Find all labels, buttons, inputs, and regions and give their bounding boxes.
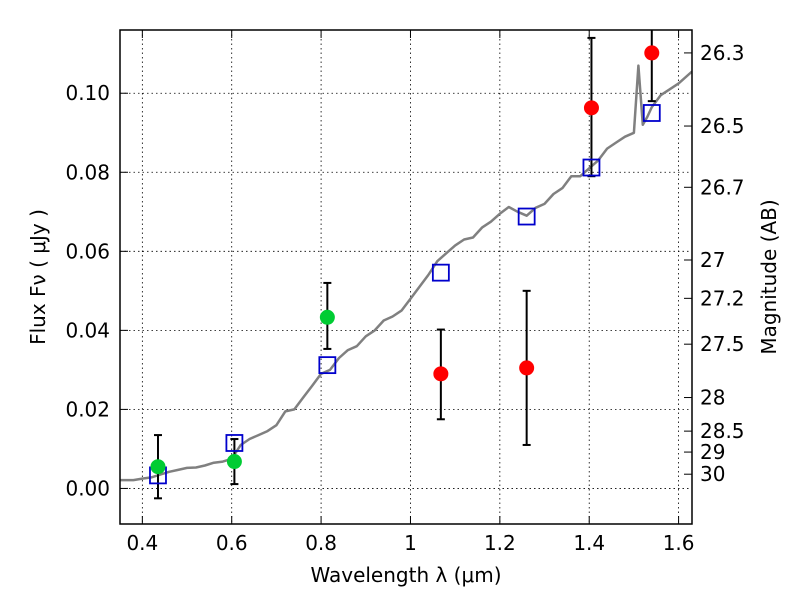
y-tick-label: 0.00 (65, 476, 110, 500)
red-data-point (644, 45, 660, 61)
model-photometry-marker (431, 263, 450, 282)
y-tick-label: 0.08 (65, 160, 110, 184)
red-data-point (583, 100, 599, 116)
x-tick-label: 1.2 (484, 531, 516, 555)
x-tick-label: 0.8 (305, 531, 337, 555)
y-tick-label: 0.04 (65, 318, 110, 342)
x-tick-label: 1.4 (573, 531, 605, 555)
mag-tick-label: 29 (700, 440, 725, 464)
axis-ticks: 0.4 0.6 0.8 1 1.2 1.4 1.6 0.00 0.02 0.04 0.06 0.08 0… (65, 30, 745, 555)
mag-tick-label: 30 (700, 462, 725, 486)
y2-axis-label: Magnitude (AB) (757, 199, 781, 354)
model-photometry-marker (582, 158, 601, 177)
mag-tick-label: 26.5 (700, 114, 745, 138)
green-data-point (319, 309, 335, 325)
mag-tick-label: 27 (700, 248, 725, 272)
mag-tick-label: 26.7 (700, 175, 745, 199)
model-photometry-marker (225, 434, 244, 452)
y-axis-label: Flux Fν ( μJy ) (26, 209, 50, 345)
x-tick-label: 0.6 (216, 531, 248, 555)
model-photometry-marker (318, 356, 337, 375)
model-photometry-marker (642, 104, 661, 122)
x-tick-label: 1.6 (663, 531, 695, 555)
x-tick-label: 0.4 (126, 531, 158, 555)
mag-tick-label: 27.5 (700, 332, 745, 356)
y-tick-label: 0.06 (65, 239, 110, 263)
model-photometry-marker (517, 207, 536, 226)
mag-tick-label: 28.5 (700, 419, 745, 443)
red-data-point (519, 360, 535, 376)
plot-frame (119, 29, 693, 525)
mag-tick-label: 26.3 (700, 41, 745, 65)
mag-tick-label: 27.2 (700, 286, 745, 310)
red-data-point (433, 366, 449, 382)
model-spectrum-line (120, 64, 692, 482)
grid (120, 30, 692, 524)
green-data-point (226, 454, 242, 470)
mag-tick-label: 28 (700, 386, 725, 410)
plot-area (120, 30, 692, 500)
x-axis-label: Wavelength λ (μm) (310, 563, 501, 587)
green-data-point (150, 459, 166, 475)
x-tick-label: 1 (404, 531, 417, 555)
y-tick-label: 0.02 (65, 397, 110, 421)
y-tick-label: 0.10 (65, 81, 110, 105)
